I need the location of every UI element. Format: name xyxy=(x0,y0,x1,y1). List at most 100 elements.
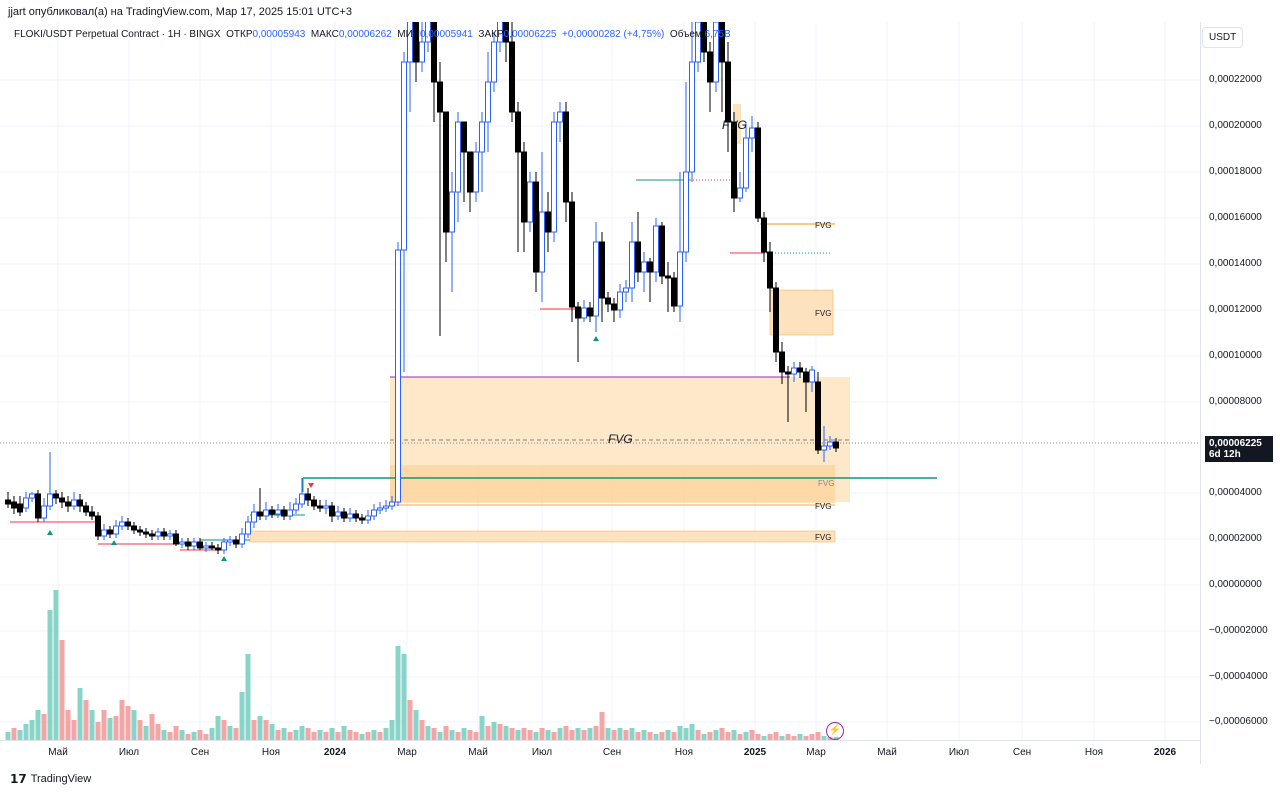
candle xyxy=(551,121,557,233)
price-chart[interactable] xyxy=(0,22,1200,764)
volume-bar xyxy=(629,728,635,740)
volume-bar xyxy=(239,692,245,740)
volume-bar xyxy=(641,730,647,740)
volume-bar xyxy=(401,654,407,740)
candle xyxy=(245,521,251,535)
candle xyxy=(659,225,665,277)
tradingview-logo[interactable]: 𝟭𝟳 TradingView xyxy=(10,772,91,786)
volume-bar xyxy=(803,736,809,740)
volume-bar xyxy=(665,730,671,740)
volume-bar xyxy=(107,718,113,740)
volume-bar xyxy=(347,730,353,740)
volume-bar xyxy=(383,728,389,740)
price-tick-label: 0,00016000 xyxy=(1209,212,1262,223)
volume-bar xyxy=(461,728,467,740)
volume-bar xyxy=(671,732,677,740)
candle xyxy=(563,111,569,203)
volume-bar xyxy=(263,720,269,740)
candle xyxy=(329,505,335,517)
volume-bar xyxy=(77,688,83,740)
candle xyxy=(665,275,671,279)
candle xyxy=(215,547,221,551)
volume-bar xyxy=(689,724,695,740)
candle xyxy=(671,277,677,307)
close-value: 0,00006225 xyxy=(503,29,557,40)
volume-bar xyxy=(269,724,275,740)
volume-bar xyxy=(311,732,317,740)
candle xyxy=(179,541,185,545)
candle xyxy=(17,503,23,513)
volume-bar xyxy=(779,736,785,740)
volume-bar xyxy=(521,728,527,740)
fvg-label: FVG xyxy=(815,221,832,230)
fvg-label: FVG xyxy=(608,432,633,446)
candle xyxy=(785,371,791,375)
volume-bar xyxy=(95,722,101,740)
candle xyxy=(629,241,635,289)
volume-bar xyxy=(773,732,779,740)
time-tick-label: Май xyxy=(48,747,68,758)
candle xyxy=(275,509,281,515)
volume-bar xyxy=(287,732,293,740)
price-axis[interactable]: 0,00006225 6d 12h 0,00022000 0,00020000 0,… xyxy=(1200,22,1280,764)
candle xyxy=(371,509,377,517)
candle xyxy=(611,303,617,311)
high-value: 0,00006262 xyxy=(338,29,392,40)
volume-bar xyxy=(89,710,95,740)
volume-bar xyxy=(227,726,233,740)
volume-bar xyxy=(215,716,221,740)
candle xyxy=(593,241,599,317)
volume-bar xyxy=(293,730,299,740)
candle xyxy=(641,261,647,273)
candle xyxy=(395,249,401,503)
time-tick-label: Мар xyxy=(806,747,826,758)
candle xyxy=(623,287,629,293)
candle xyxy=(173,533,179,545)
volume-bar xyxy=(437,732,443,740)
volume-bar xyxy=(647,732,653,740)
volume-bar xyxy=(221,720,227,740)
candle xyxy=(293,503,299,511)
volume-bar xyxy=(377,732,383,740)
currency-button[interactable]: USDT xyxy=(1202,27,1244,48)
candle xyxy=(419,41,425,63)
volume-bar xyxy=(47,610,53,740)
candle xyxy=(59,497,65,503)
volume-bar xyxy=(167,732,173,740)
volume-bar xyxy=(155,724,161,740)
candle xyxy=(455,121,461,193)
candle xyxy=(803,371,809,383)
volume-bar xyxy=(509,728,515,740)
volume-bar xyxy=(65,710,71,740)
volume-bar xyxy=(467,730,473,740)
volume-bar xyxy=(731,730,737,740)
time-tick-label: Ноя xyxy=(1084,747,1104,758)
time-tick-label: Июл xyxy=(948,747,970,758)
candle xyxy=(497,22,503,43)
candle xyxy=(797,367,803,373)
volume-bar xyxy=(323,732,329,740)
candle xyxy=(557,111,563,123)
candle xyxy=(617,291,623,311)
candle xyxy=(767,251,773,289)
volume-bar xyxy=(491,722,497,740)
candle xyxy=(461,121,467,153)
candle xyxy=(605,297,611,305)
lightning-icon[interactable]: ⚡ xyxy=(826,722,844,740)
candle xyxy=(5,499,11,505)
volume-bar xyxy=(527,730,533,740)
volume-bar xyxy=(179,730,185,740)
volume-bar xyxy=(431,728,437,740)
candle xyxy=(743,137,749,189)
candle xyxy=(161,531,167,537)
volume-bar xyxy=(515,730,521,740)
time-axis[interactable]: Май Июл Сен Ноя 2024 Мар Май Июл Сен Ноя 2025 Мар Ма… xyxy=(0,740,1200,765)
volume-bar xyxy=(821,736,827,740)
volume-bar xyxy=(425,726,431,740)
volume-bar xyxy=(371,730,377,740)
candle xyxy=(263,509,269,517)
fvg-zone-upper xyxy=(769,289,834,336)
volume-bar xyxy=(389,720,395,740)
candle xyxy=(131,525,137,531)
candle xyxy=(545,211,551,233)
